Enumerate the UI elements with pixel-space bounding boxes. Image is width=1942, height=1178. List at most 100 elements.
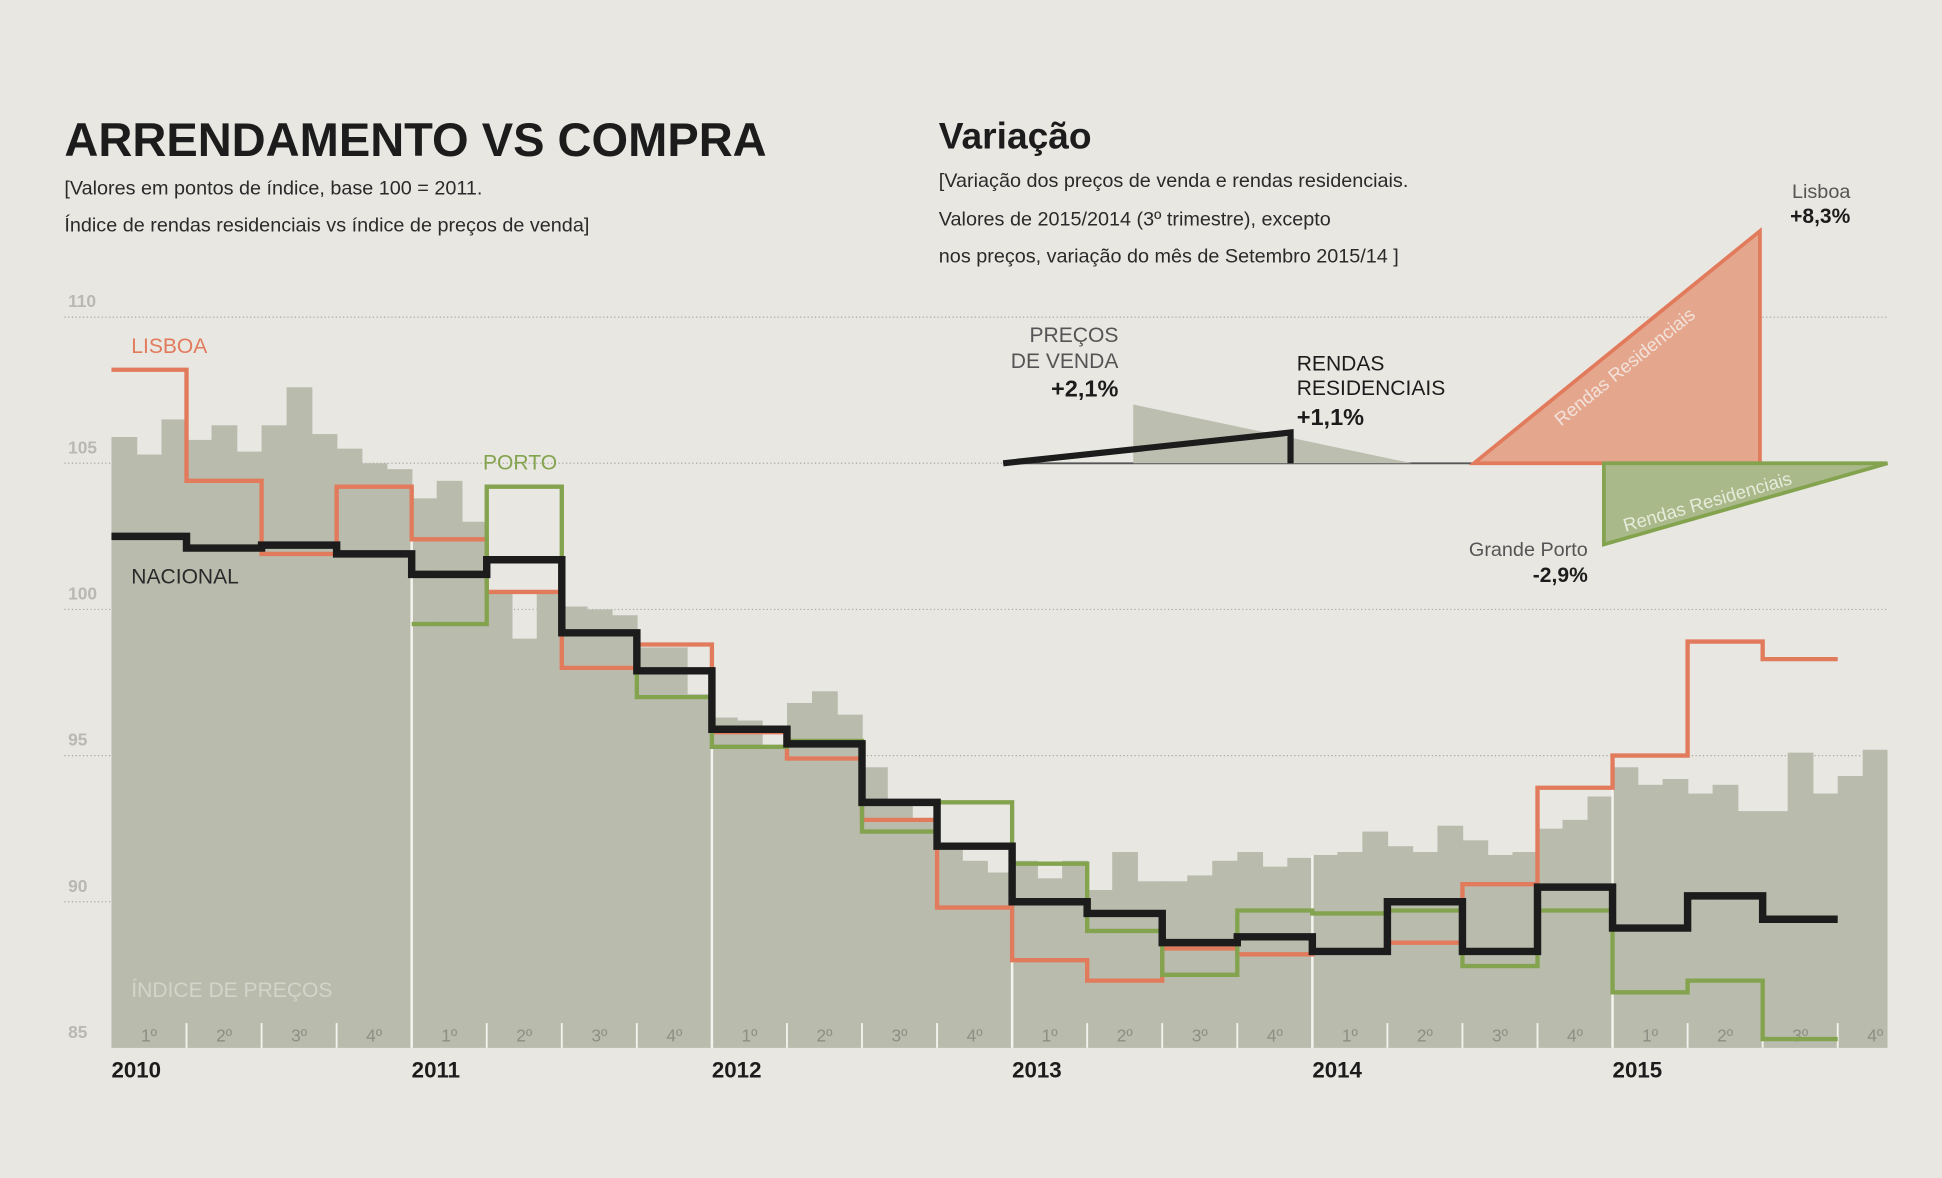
quarter-label: 3º	[291, 1026, 308, 1046]
y-tick-label: 90	[68, 876, 87, 896]
subtitle-line-2: Índice de rendas residenciais vs índice …	[64, 214, 589, 237]
price-index-bar	[1862, 749, 1888, 1048]
price-index-bar	[161, 419, 188, 1048]
price-index-bar	[1712, 784, 1739, 1048]
y-tick-label: 110	[68, 291, 96, 311]
year-label: 2014	[1312, 1058, 1362, 1083]
price-index-bar	[1262, 866, 1289, 1048]
year-label: 2015	[1613, 1058, 1663, 1083]
price-index-bar	[1112, 852, 1138, 1048]
price-index-bar	[1737, 811, 1764, 1048]
price-index-bar	[786, 702, 813, 1048]
series-label-lisboa: LISBOA	[131, 335, 207, 358]
variation-note-1: [Variação dos preços de venda e rendas r…	[939, 170, 1409, 192]
price-index-bar	[436, 480, 463, 1048]
price-index-bar	[136, 454, 163, 1048]
quarter-label: 3º	[1192, 1026, 1209, 1046]
year-label: 2013	[1012, 1058, 1062, 1083]
price-index-bar	[286, 387, 313, 1048]
quarter-label: 1º	[141, 1026, 158, 1046]
variation-note-3: nos preços, variação do mês de Setembro …	[939, 246, 1399, 268]
price-index-bar	[186, 439, 213, 1048]
quarter-label: 4º	[1867, 1026, 1884, 1046]
quarter-label: 4º	[967, 1026, 984, 1046]
quarter-label: 2º	[816, 1026, 833, 1046]
price-index-bar	[311, 434, 338, 1048]
y-tick-label: 85	[68, 1022, 88, 1042]
y-tick-label: 100	[68, 584, 97, 604]
quarter-label: 2º	[216, 1026, 233, 1046]
price-index-bar	[261, 425, 288, 1048]
price-index-bar	[1562, 819, 1589, 1048]
price-index-bar	[736, 720, 763, 1048]
precos-label-1: PREÇOS	[1029, 324, 1118, 347]
price-index-bar	[1237, 852, 1264, 1048]
rendas-residenciais-line	[1002, 429, 1294, 467]
price-index-bar	[1012, 860, 1038, 1048]
quarter-label: 4º	[1567, 1026, 1584, 1046]
price-index-bar	[862, 767, 888, 1048]
price-index-bar	[236, 451, 263, 1048]
price-index-bar	[761, 746, 788, 1048]
y-tick-label: 95	[68, 730, 88, 750]
rendas-label-2: RESIDENCIAIS	[1297, 377, 1446, 400]
price-index-bar	[511, 638, 538, 1048]
lisboa-variation-value: +8,3%	[1790, 205, 1851, 228]
price-index-bar	[361, 463, 388, 1048]
price-index-bar	[1387, 846, 1414, 1048]
price-index-area	[111, 387, 1888, 1048]
price-index-bar	[611, 615, 638, 1048]
series-label-nacional: NACIONAL	[131, 565, 239, 588]
variation-title: Variação	[939, 115, 1092, 157]
quarter-label: 1º	[441, 1026, 458, 1046]
quarter-label: 3º	[892, 1026, 909, 1046]
year-label: 2012	[712, 1058, 762, 1083]
price-index-bar	[636, 647, 663, 1048]
price-index-bar	[1537, 828, 1564, 1048]
quarter-label: 4º	[666, 1026, 683, 1046]
price-index-bar	[1162, 881, 1188, 1048]
price-index-bar	[1212, 860, 1239, 1048]
price-index-bar	[711, 717, 738, 1048]
rendas-label-1: RENDAS	[1297, 352, 1385, 375]
precos-value: +2,1%	[1051, 375, 1118, 401]
price-index-bar	[811, 691, 838, 1048]
price-index-bar	[1637, 784, 1664, 1048]
price-index-bar	[1612, 767, 1639, 1048]
price-index-bar	[937, 846, 963, 1048]
price-index-bar	[336, 448, 363, 1048]
price-index-bar	[536, 591, 563, 1048]
main-title: ARRENDAMENTO VS COMPRA	[64, 113, 766, 166]
porto-variation-label: Grande Porto	[1469, 539, 1588, 561]
quarter-label: 1º	[1042, 1026, 1059, 1046]
price-index-bar	[887, 805, 913, 1048]
quarter-label: 3º	[1492, 1026, 1509, 1046]
y-tick-label: 105	[68, 437, 97, 457]
series-line-lisboa	[111, 367, 1838, 983]
price-index-bar	[1687, 793, 1714, 1048]
quarter-label: 1º	[1342, 1026, 1359, 1046]
price-index-bar	[586, 609, 613, 1048]
quarter-label: 2º	[516, 1026, 533, 1046]
quarter-label: 3º	[1792, 1026, 1809, 1046]
quarter-label: 2º	[1417, 1026, 1434, 1046]
price-index-bar	[661, 647, 688, 1048]
axis-overlay: 2010 1º 2º 3º 4º 2011 1º 2º 3º 4º 2012 1º 2º 3º 4º 2013…	[111, 498, 1884, 1083]
series-line-nacional	[111, 532, 1838, 956]
series-lines	[111, 367, 1838, 1042]
series-label-porto: PORTO	[483, 451, 557, 474]
price-index-bar	[1187, 875, 1214, 1048]
quarter-label: 3º	[591, 1026, 608, 1046]
price-index-bar	[686, 694, 713, 1048]
precos-label-2: DE VENDA	[1011, 350, 1119, 373]
subtitle-line-1: [Valores em pontos de índice, base 100 =…	[64, 178, 482, 200]
series-label-price-index: ÍNDICE DE PREÇOS	[131, 979, 332, 1002]
series-line-porto	[411, 484, 1838, 1042]
price-index-bar	[411, 498, 438, 1048]
lisboa-rendas-triangle	[1468, 227, 1762, 466]
quarter-label: 1º	[741, 1026, 758, 1046]
porto-variation-value: -2,9%	[1533, 564, 1588, 587]
price-index-bar	[111, 436, 138, 1048]
rendas-value: +1,1%	[1297, 404, 1364, 430]
